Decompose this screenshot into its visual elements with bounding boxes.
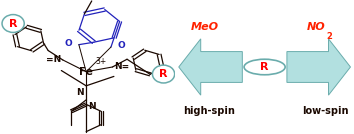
Text: low-spin: low-spin [302,106,349,116]
Polygon shape [179,39,242,95]
Text: R: R [260,62,269,72]
Text: NO: NO [307,22,326,32]
Text: 2: 2 [326,32,332,41]
Text: high-spin: high-spin [183,106,235,116]
Polygon shape [287,39,350,95]
Text: MeO: MeO [191,22,219,32]
Circle shape [244,59,285,75]
